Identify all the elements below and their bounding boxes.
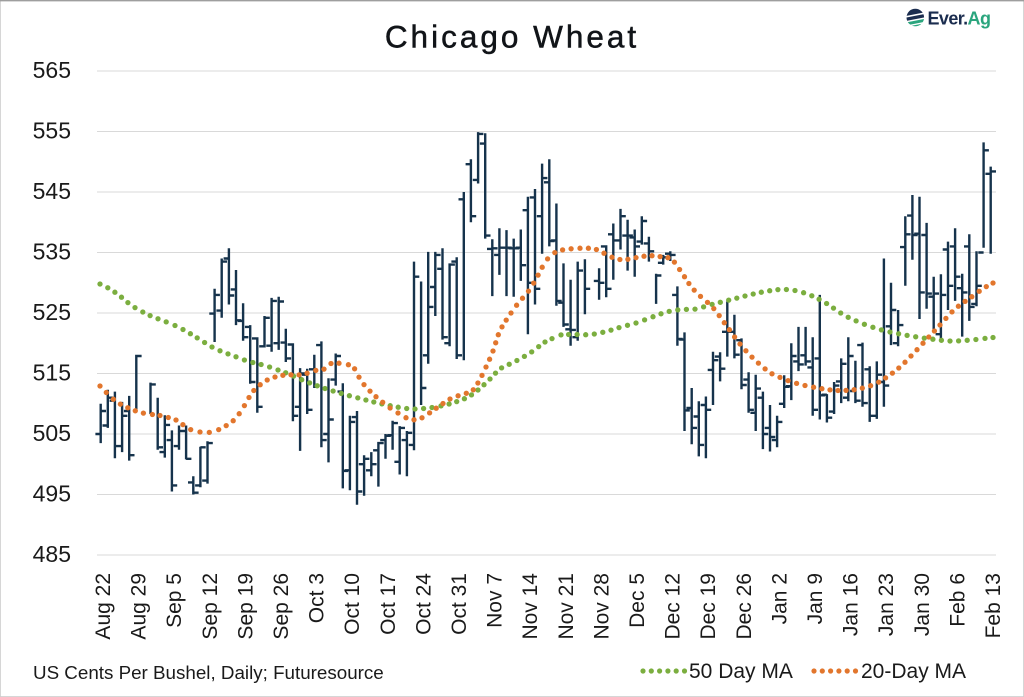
svg-text:Sep 26: Sep 26 [270,573,293,640]
svg-text:525: 525 [33,299,71,325]
svg-text:Feb 13: Feb 13 [982,573,1005,638]
svg-text:Nov 28: Nov 28 [590,573,613,640]
svg-text:Oct 3: Oct 3 [306,573,329,623]
svg-text:555: 555 [33,118,71,144]
svg-text:Aug 22: Aug 22 [92,573,115,640]
svg-text:535: 535 [33,239,71,265]
svg-text:Oct 10: Oct 10 [341,573,364,635]
svg-text:Dec 26: Dec 26 [733,573,756,640]
svg-text:Nov 7: Nov 7 [484,573,507,628]
svg-text:Nov 21: Nov 21 [555,573,578,640]
svg-text:50 Day MA: 50 Day MA [689,660,793,683]
svg-text:20-Day MA: 20-Day MA [861,660,966,683]
svg-text:Nov 14: Nov 14 [519,573,542,640]
svg-text:Oct 24: Oct 24 [412,573,435,635]
svg-text:Oct 17: Oct 17 [377,573,400,635]
svg-text:Ever.Ag: Ever.Ag [928,8,991,28]
svg-text:Dec 5: Dec 5 [626,573,649,628]
svg-text:Dec 19: Dec 19 [697,573,720,640]
svg-text:Jan 2: Jan 2 [768,573,791,624]
svg-text:505: 505 [33,420,71,446]
svg-text:Jan 23: Jan 23 [875,573,898,636]
svg-text:Jan 30: Jan 30 [911,573,934,636]
svg-text:Aug 29: Aug 29 [128,573,151,640]
svg-text:Dec 12: Dec 12 [662,573,685,640]
svg-text:565: 565 [33,57,71,83]
svg-text:Sep 19: Sep 19 [234,573,257,640]
svg-text:545: 545 [33,178,71,204]
svg-text:US Cents Per Bushel, Daily; Fu: US Cents Per Bushel, Daily; Futuresource [33,662,384,683]
svg-text:Sep 5: Sep 5 [163,573,186,628]
svg-text:Sep 12: Sep 12 [199,573,222,640]
svg-text:Feb 6: Feb 6 [946,573,969,627]
svg-text:515: 515 [33,360,71,386]
svg-text:Jan 9: Jan 9 [804,573,827,624]
svg-text:485: 485 [33,541,71,567]
svg-text:495: 495 [33,481,71,507]
svg-text:Chicago Wheat: Chicago Wheat [385,19,639,55]
svg-text:Oct 31: Oct 31 [448,573,471,635]
svg-text:Jan 16: Jan 16 [840,573,863,636]
